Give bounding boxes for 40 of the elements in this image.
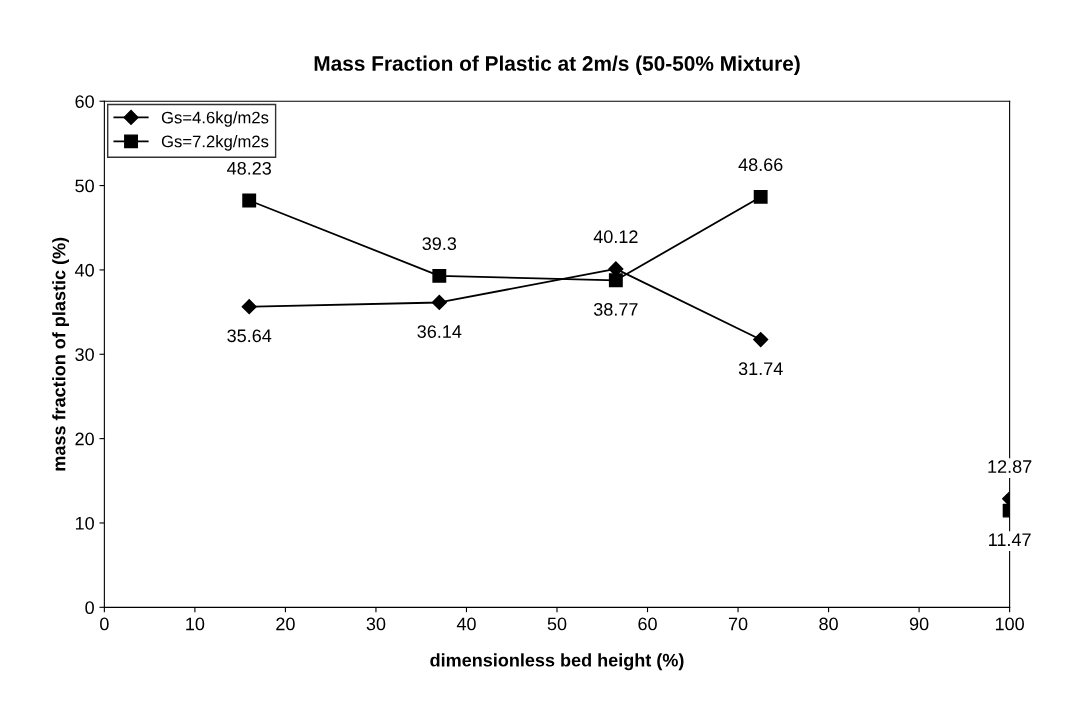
x-tick-label: 60 [638,617,657,631]
y-tick-label: 40 [74,263,94,277]
y-tick-label: 30 [75,348,94,361]
point [608,273,623,288]
chart-title: Mass Fraction of Plastic at 2m/s (50-50% Mixture) [314,55,800,75]
point [242,193,257,208]
x-tick-label: 30 [366,617,386,631]
y-tick-label: 20 [75,432,94,446]
data-label: 40.12 [593,230,638,244]
y-tick-label: 50 [75,179,94,193]
data-label: 39.3 [422,237,457,251]
x-tick-label: 90 [909,617,929,631]
x-tick-label: 50 [547,617,567,631]
x-tick-label: 40 [456,617,476,631]
data-label: 31.74 [738,362,783,376]
legend-label: Gs=4.6kg/m2s [161,111,269,127]
data-label: 11.47 [989,533,1031,546]
point [753,332,769,348]
y-axis-title: mass fraction of plastic (%) [52,237,70,471]
point [241,299,257,315]
x-tick-label: 80 [819,617,838,631]
legend-label: Gs=7.2kg/m2s [161,135,269,151]
point [432,268,447,283]
data-label: 38.77 [593,302,638,316]
data-label: 12.87 [988,460,1032,473]
x-tick-label: 100 [995,617,1024,631]
point [431,294,447,311]
y-tick-label: 0 [85,601,94,615]
y-tick-label: 10 [75,516,94,530]
data-label: 48.66 [738,158,783,172]
x-tick-label: 20 [276,617,295,631]
x-tick-label: 70 [728,617,748,631]
point [753,189,768,204]
x-axis-title: dimensionless bed height (%) [430,653,684,671]
data-label: 36.14 [417,325,462,338]
x-tick-label: 10 [186,617,205,631]
data-label: 48.23 [227,161,272,175]
y-tick-label: 60 [75,95,94,108]
x-tick-label: 0 [100,617,109,631]
data-label: 35.64 [227,329,272,343]
